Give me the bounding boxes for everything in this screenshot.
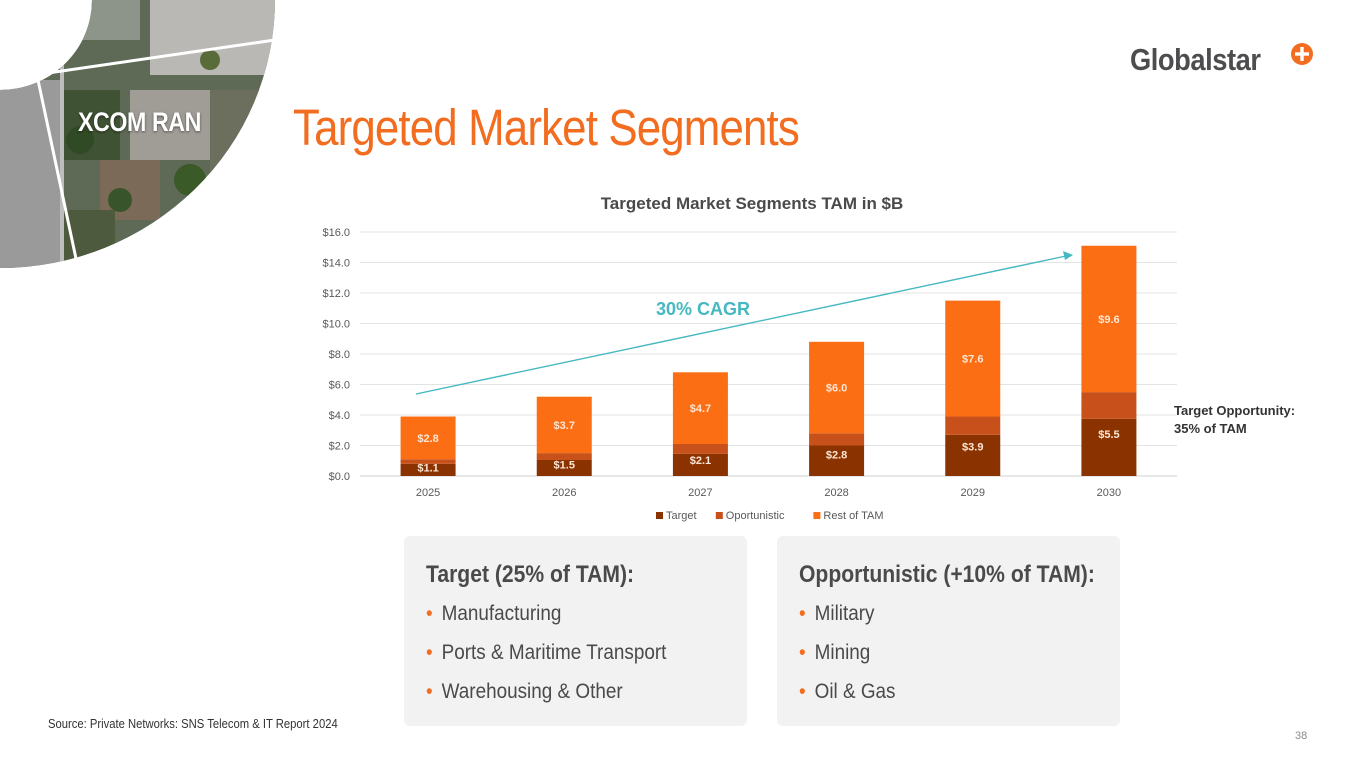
opportunistic-card-title: Opportunistic (+10% of TAM):	[799, 561, 1095, 588]
bullet-icon: •	[426, 602, 433, 625]
legend-swatch	[656, 512, 663, 519]
data-label-target: $2.8	[826, 450, 847, 462]
x-tick-label: 2027	[688, 487, 712, 499]
opportunistic-card: Opportunistic (+10% of TAM): • Military •…	[777, 536, 1120, 726]
bar-oportunistic	[809, 433, 865, 446]
bar-oportunistic	[1081, 392, 1137, 419]
data-label-target: $2.1	[690, 455, 711, 467]
bullet-icon: •	[799, 602, 806, 625]
list-item: • Mining	[799, 641, 871, 664]
page-title: Targeted Market Segments	[293, 99, 800, 156]
legend-swatch	[715, 512, 723, 519]
legend-label: Target	[666, 510, 697, 522]
target-opportunity-line-2: 35% of TAM	[1174, 421, 1247, 436]
target-card-title: Target (25% of TAM):	[426, 561, 635, 588]
bar-rest-of-tam	[1081, 245, 1137, 393]
data-label-rest-of-tam: $2.8	[417, 433, 438, 445]
bar-oportunistic	[672, 443, 728, 454]
tam-stacked-bar-chart: Targeted Market Segments TAM in $B $0.0 $…	[322, 194, 1295, 522]
globalstar-logo: Globalstar	[1130, 40, 1320, 80]
y-tick-label: $12.0	[322, 288, 350, 300]
legend-swatch	[813, 512, 821, 519]
y-tick-label: $14.0	[322, 258, 350, 270]
list-item: • Ports & Maritime Transport	[426, 641, 667, 664]
list-item: • Manufacturing	[426, 602, 562, 625]
section-label: XCOM RAN	[78, 107, 201, 137]
target-opportunity-line-1: Target Opportunity:	[1174, 403, 1295, 418]
y-tick-label: $8.0	[329, 349, 350, 361]
data-label-target: $5.5	[1098, 429, 1119, 441]
data-label-rest-of-tam: $4.7	[690, 403, 711, 415]
bar-rest-of-tam	[400, 416, 456, 460]
list-item: • Warehousing & Other	[426, 680, 623, 703]
bar-oportunistic	[945, 416, 1001, 435]
cagr-arrow-head	[1063, 251, 1073, 260]
bullet-icon: •	[799, 680, 806, 703]
cagr-trend-arrow	[415, 255, 1067, 395]
bullet-icon: •	[426, 680, 433, 703]
cagr-annotation: 30% CAGR	[656, 299, 750, 319]
y-tick-label: $10.0	[322, 319, 350, 331]
bar-target	[672, 453, 728, 476]
bar-oportunistic	[400, 459, 456, 464]
list-item: • Oil & Gas	[799, 680, 896, 703]
y-tick-label: $6.0	[329, 380, 350, 392]
bar-rest-of-tam	[536, 396, 592, 454]
data-label-target: $1.5	[554, 460, 575, 472]
data-label-rest-of-tam: $9.6	[1098, 314, 1119, 326]
logo-star-icon	[1291, 43, 1313, 65]
x-tick-label: 2028	[824, 487, 848, 499]
x-tick-label: 2030	[1097, 487, 1121, 499]
y-tick-label: $2.0	[329, 441, 350, 453]
y-tick-label: $16.0	[322, 227, 350, 239]
bar-rest-of-tam	[809, 341, 865, 434]
data-label-target: $3.9	[962, 441, 983, 453]
y-tick-label: $0.0	[329, 471, 350, 483]
legend-label: Oportunistic	[726, 510, 785, 522]
data-label-rest-of-tam: $3.7	[554, 420, 575, 432]
data-label-rest-of-tam: $7.6	[962, 354, 983, 366]
bullet-icon: •	[799, 641, 806, 664]
bar-target	[400, 463, 456, 476]
y-tick-label: $4.0	[329, 410, 350, 422]
bullet-icon: •	[426, 641, 433, 664]
source-note: Source: Private Networks: SNS Telecom & …	[48, 717, 338, 731]
target-card-list: • Manufacturing • Ports & Maritime Transpo…	[426, 602, 693, 719]
chart-title: Targeted Market Segments TAM in $B	[601, 194, 904, 213]
x-tick-label: 2026	[552, 487, 576, 499]
bar-target	[945, 434, 1001, 476]
target-card: Target (25% of TAM): • Manufacturing • Por…	[404, 536, 747, 726]
page-number: 38	[1295, 730, 1308, 742]
data-label-target: $1.1	[417, 463, 438, 475]
bar-oportunistic	[536, 453, 592, 460]
list-item: • Military	[799, 602, 875, 625]
bar-rest-of-tam	[672, 372, 728, 444]
bar-target	[536, 459, 592, 476]
legend-label: Rest of TAM	[823, 510, 883, 522]
x-tick-label: 2029	[961, 487, 985, 499]
data-label-rest-of-tam: $6.0	[826, 383, 847, 395]
aerial-city-photo	[0, 0, 275, 269]
bar-target	[1081, 418, 1137, 476]
x-tick-label: 2025	[416, 487, 440, 499]
bar-rest-of-tam	[945, 300, 1001, 417]
opportunistic-card-list: • Military • Mining • Oil & Gas	[799, 602, 906, 719]
bar-target	[809, 445, 865, 476]
logo-text: Globalstar	[1130, 42, 1261, 77]
